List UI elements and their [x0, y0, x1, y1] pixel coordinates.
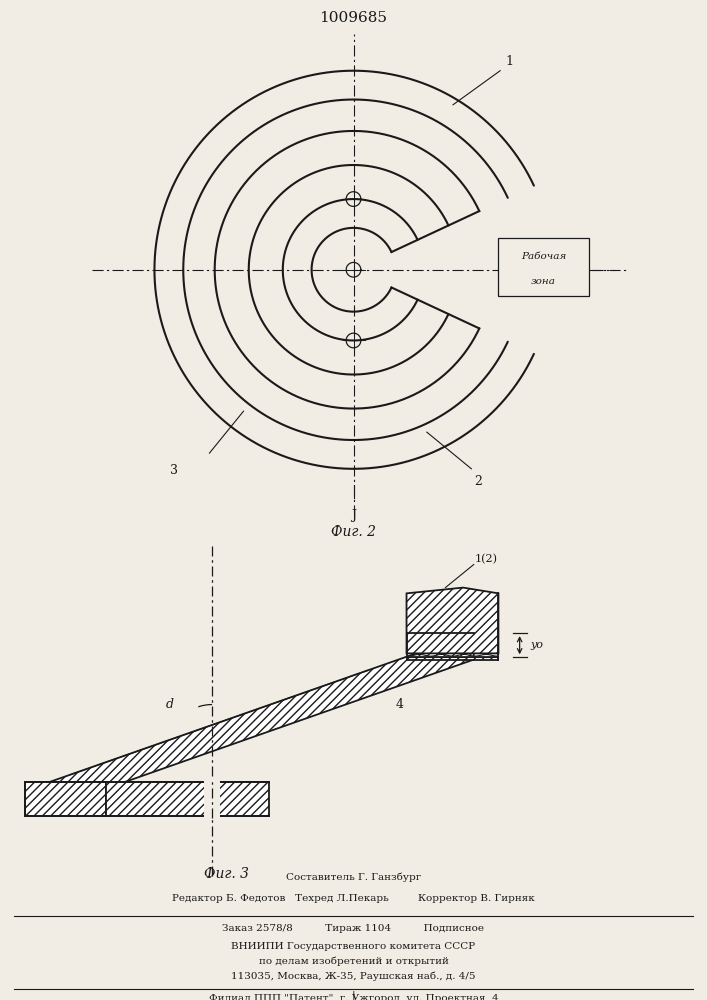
- Text: 4: 4: [396, 698, 404, 711]
- Text: 1: 1: [506, 55, 513, 68]
- Polygon shape: [407, 656, 498, 657]
- Text: Составитель Г. Ганзбург: Составитель Г. Ганзбург: [286, 872, 421, 882]
- Text: Фиг. 3: Фиг. 3: [204, 867, 249, 881]
- Bar: [498, 238, 589, 296]
- Polygon shape: [407, 588, 498, 653]
- Bar: [204, 780, 220, 818]
- Text: 1(2): 1(2): [475, 554, 498, 564]
- Text: Фиг. 2: Фиг. 2: [331, 525, 376, 539]
- Text: Филиал ППП "Патент", г. Ужгород, ул. Проектная, 4: Филиал ППП "Патент", г. Ужгород, ул. Про…: [209, 994, 498, 1000]
- Text: 3: 3: [170, 464, 178, 477]
- Polygon shape: [106, 782, 269, 816]
- Text: ВНИИПИ Государственного комитета СССР: ВНИИПИ Государственного комитета СССР: [231, 942, 476, 951]
- Text: 2: 2: [474, 475, 482, 488]
- Text: Заказ 2578/8          Тираж 1104          Подписное: Заказ 2578/8 Тираж 1104 Подписное: [223, 924, 484, 933]
- Text: зона: зона: [531, 277, 556, 286]
- Text: |: |: [351, 991, 356, 1000]
- Text: d: d: [166, 698, 174, 711]
- Text: yo: yo: [530, 640, 543, 650]
- Polygon shape: [25, 782, 106, 816]
- Polygon shape: [49, 633, 474, 808]
- Text: Рабочая: Рабочая: [521, 252, 566, 261]
- Text: по делам изобретений и открытий: по делам изобретений и открытий: [259, 956, 448, 966]
- Text: 113035, Москва, Ж-35, Раушская наб., д. 4/5: 113035, Москва, Ж-35, Раушская наб., д. …: [231, 971, 476, 981]
- Text: 1009685: 1009685: [320, 11, 387, 25]
- Text: J: J: [351, 509, 356, 522]
- Text: Редактор Б. Федотов   Техред Л.Пекарь         Корректор В. Гирняк: Редактор Б. Федотов Техред Л.Пекарь Корр…: [172, 894, 535, 903]
- Polygon shape: [407, 657, 498, 660]
